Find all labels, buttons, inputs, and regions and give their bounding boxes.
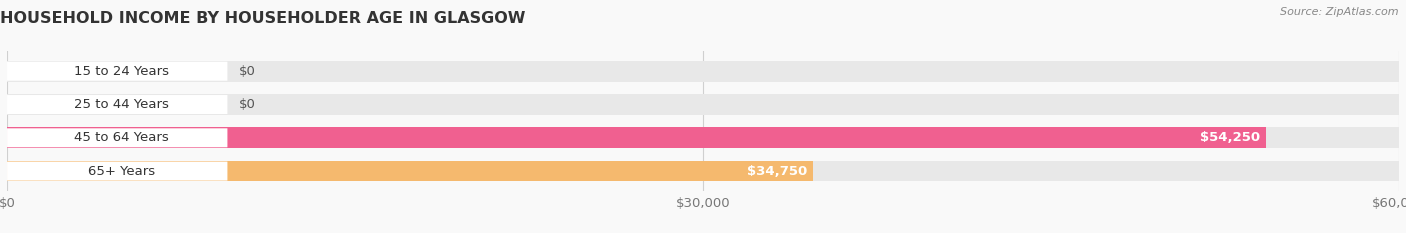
- FancyBboxPatch shape: [7, 62, 228, 81]
- Text: 15 to 24 Years: 15 to 24 Years: [75, 65, 169, 78]
- Bar: [7, 127, 1399, 148]
- Text: $0: $0: [239, 98, 256, 111]
- Bar: [7, 127, 1265, 148]
- Text: Source: ZipAtlas.com: Source: ZipAtlas.com: [1281, 7, 1399, 17]
- FancyBboxPatch shape: [7, 128, 228, 147]
- Text: 65+ Years: 65+ Years: [89, 164, 155, 178]
- Bar: [7, 161, 1399, 182]
- FancyBboxPatch shape: [7, 162, 228, 181]
- Text: $0: $0: [239, 65, 256, 78]
- Text: $54,250: $54,250: [1199, 131, 1260, 144]
- Bar: [7, 161, 813, 182]
- Bar: [7, 94, 1399, 115]
- Text: 25 to 44 Years: 25 to 44 Years: [75, 98, 169, 111]
- Text: 45 to 64 Years: 45 to 64 Years: [75, 131, 169, 144]
- Text: $34,750: $34,750: [748, 164, 807, 178]
- FancyBboxPatch shape: [7, 95, 228, 114]
- Bar: [7, 61, 1399, 82]
- Text: HOUSEHOLD INCOME BY HOUSEHOLDER AGE IN GLASGOW: HOUSEHOLD INCOME BY HOUSEHOLDER AGE IN G…: [0, 11, 526, 26]
